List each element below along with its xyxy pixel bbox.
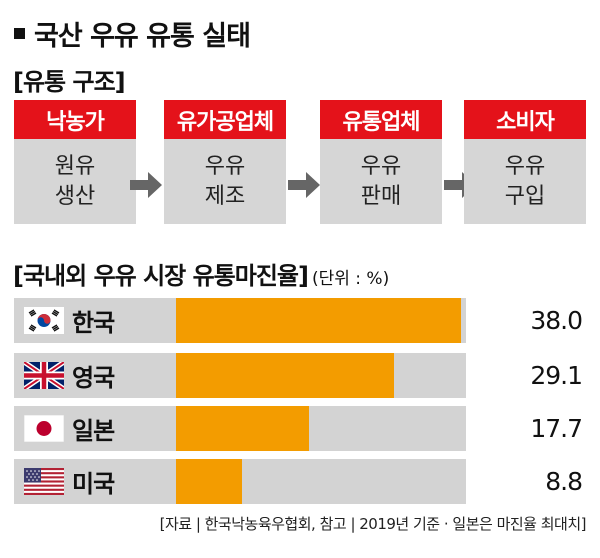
bar-value-label: 38.0 <box>530 306 583 335</box>
bar-uk <box>176 353 395 398</box>
stage-line: 우유 <box>360 153 402 179</box>
stage-line: 우유 <box>504 153 546 179</box>
chart-title: [국내외 우유 시장 유통마진율] <box>13 262 309 290</box>
bar-category-label: 일본 <box>72 417 115 445</box>
stage-line: 제조 <box>204 183 246 209</box>
stage-dairy-farm: 낙농가 원유 생산 <box>14 100 136 224</box>
stage-head: 유가공업체 <box>164 100 286 139</box>
source-note: [자료 | 한국낙농육우협회, 참고 | 2019년 기준 · 일본은 마진율 … <box>159 515 587 533</box>
bar-usa <box>176 459 242 504</box>
stage-processor: 유가공업체 우유 제조 <box>164 100 286 224</box>
stage-line: 판매 <box>360 183 402 209</box>
uk-flag-icon <box>24 362 64 389</box>
flow-section-label: [유통 구조] <box>13 68 126 96</box>
bar-value-label: 17.7 <box>530 414 583 443</box>
stage-body: 우유 판매 <box>320 139 442 224</box>
bar-row: 미국 8.8 <box>14 459 586 504</box>
stage-distributor: 유통업체 우유 판매 <box>320 100 442 224</box>
arrow-right-icon <box>130 172 162 198</box>
title-square-icon <box>14 28 25 39</box>
bar-category-label: 미국 <box>72 470 115 498</box>
stage-body: 우유 제조 <box>164 139 286 224</box>
stage-line: 우유 <box>204 153 246 179</box>
arrow-right-icon <box>288 172 320 198</box>
stage-body: 원유 생산 <box>14 139 136 224</box>
bar-category-label: 한국 <box>72 309 115 337</box>
bar-row: 영국 29.1 <box>14 353 586 398</box>
japan-flag-icon <box>24 415 64 442</box>
stage-head: 낙농가 <box>14 100 136 139</box>
bar-row: 한국 38.0 <box>14 298 586 343</box>
chart-unit: (단위 : %) <box>311 269 390 289</box>
bar-japan <box>176 406 309 451</box>
stage-line: 생산 <box>54 183 96 209</box>
stage-line: 원유 <box>54 153 96 179</box>
stage-consumer: 소비자 우유 구입 <box>464 100 586 224</box>
bar-korea <box>176 298 461 343</box>
page-title: 국산 우유 유통 실태 <box>14 14 251 53</box>
stage-body: 우유 구입 <box>464 139 586 224</box>
bar-category-label: 영국 <box>72 364 115 392</box>
bar-value-label: 29.1 <box>530 361 583 390</box>
distribution-flow: 낙농가 원유 생산 유가공업체 우유 제조 유통업체 우유 판매 소비자 우유 … <box>14 100 586 224</box>
stage-head: 소비자 <box>464 100 586 139</box>
stage-line: 구입 <box>504 183 546 209</box>
stage-head: 유통업체 <box>320 100 442 139</box>
chart-section-label: [국내외 우유 시장 유통마진율] (단위 : %) <box>13 256 389 291</box>
korea-flag-icon <box>24 307 64 334</box>
usa-flag-icon <box>24 468 64 495</box>
bar-value-label: 8.8 <box>545 467 583 496</box>
bar-row: 일본 17.7 <box>14 406 586 451</box>
page-title-text: 국산 우유 유통 실태 <box>34 21 251 52</box>
